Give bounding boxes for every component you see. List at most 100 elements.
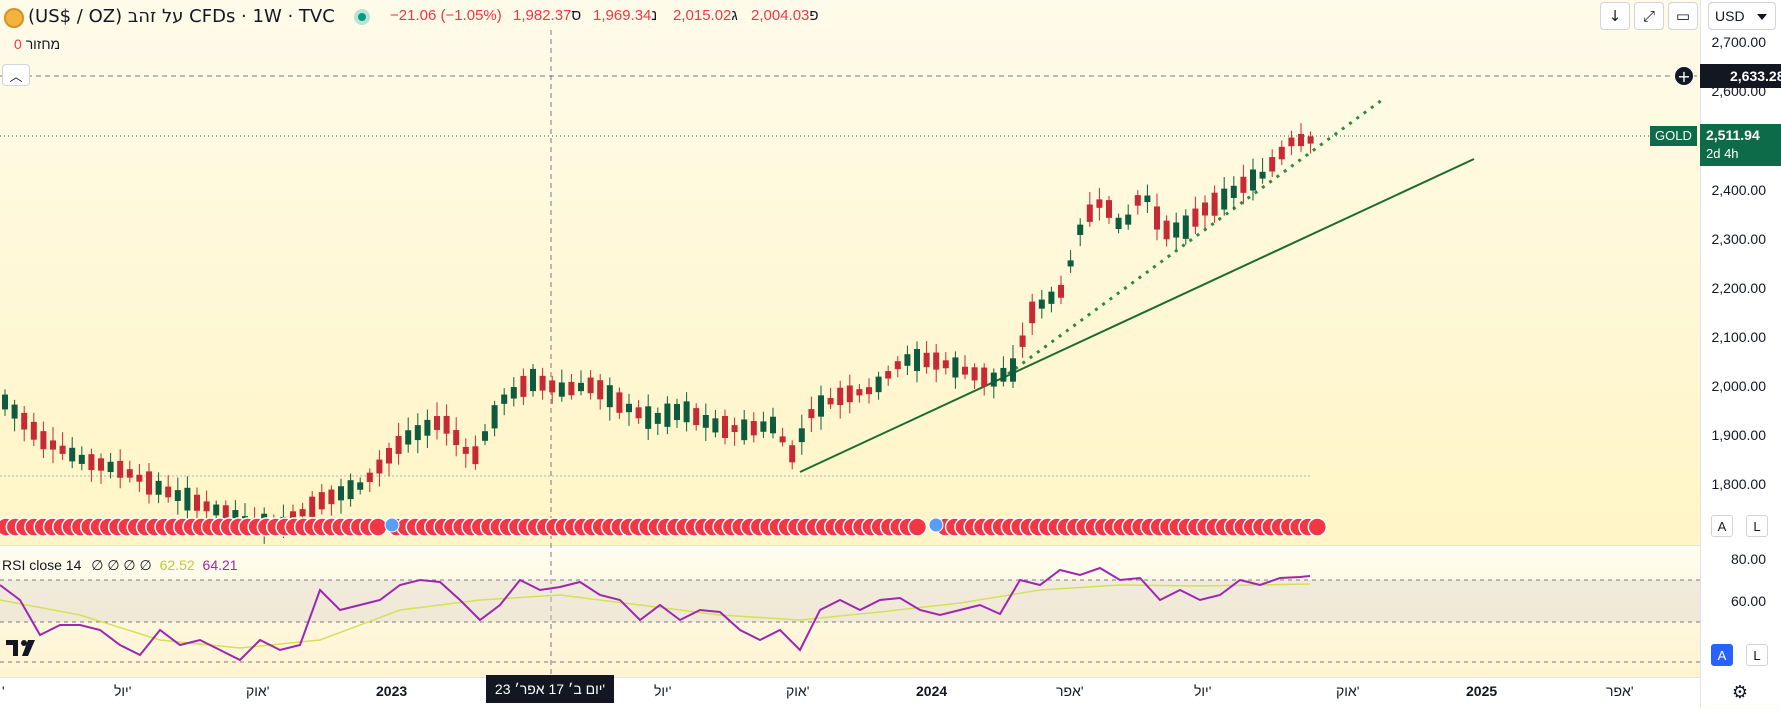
high-value: 2,015.02ג	[673, 7, 738, 24]
candle-body	[933, 352, 940, 370]
candle-body	[846, 385, 853, 403]
currency-select[interactable]: USD	[1708, 2, 1776, 30]
candle-body	[203, 501, 210, 512]
candle-body	[962, 366, 968, 375]
collapse-legend-button[interactable]: ︿	[2, 64, 30, 86]
time-label: 2023	[376, 683, 408, 699]
chart-settings-icon[interactable]: ⚙	[1731, 682, 1749, 703]
time-axis[interactable]	[0, 677, 1700, 709]
candle-body	[146, 471, 152, 495]
candle-body	[328, 489, 335, 505]
candle-body	[376, 459, 383, 474]
event-markers	[0, 517, 1328, 537]
time-label: 2025	[1466, 683, 1498, 699]
expand-icon: ⤢	[1642, 7, 1655, 25]
candle-body	[914, 348, 920, 372]
time-label: אוק'	[1336, 683, 1360, 699]
candle-body	[1154, 206, 1160, 230]
candle-body	[597, 380, 604, 400]
price-label: 2,000.00	[1711, 378, 1767, 394]
market-status-icon[interactable]	[354, 9, 370, 25]
candle-body	[338, 486, 344, 501]
candle-body	[981, 367, 988, 387]
candle-body	[510, 387, 517, 399]
candle-body	[568, 381, 575, 396]
time-label: אפר'	[1606, 683, 1634, 699]
candle-body	[789, 445, 796, 463]
candle-body	[117, 460, 124, 478]
open-value: 2,004.03פ	[751, 7, 819, 24]
candle-body	[606, 385, 613, 408]
symbol-title[interactable]: (US$ / OZ) על זהב CFDs · 1W · TVC	[28, 6, 335, 27]
event-marker-icon	[1307, 517, 1328, 537]
alert-price-label[interactable]: 2,633.28	[1700, 64, 1781, 88]
candle-body	[50, 440, 56, 450]
candle-body	[1182, 215, 1189, 239]
candle-body	[174, 490, 181, 501]
main-chart-pane[interactable]	[0, 0, 1700, 545]
event-marker-icon	[907, 517, 928, 537]
add-alert-icon[interactable]: +	[1674, 66, 1694, 86]
candle-body	[530, 368, 536, 392]
candle-body	[482, 431, 488, 441]
candle-body	[1115, 217, 1122, 230]
candle-body	[386, 447, 392, 464]
candle-body	[635, 407, 642, 419]
screenshot-button[interactable]: ▭	[1668, 2, 1698, 30]
candle-body	[414, 425, 421, 441]
candle-body	[69, 447, 76, 462]
tradingview-logo-icon[interactable]	[6, 636, 46, 660]
log-scale-button[interactable]: L	[1746, 515, 1768, 537]
price-axis[interactable]	[1700, 0, 1781, 708]
candle-body	[808, 409, 815, 419]
rsi-log-scale-button[interactable]: L	[1746, 644, 1768, 666]
candle-body	[885, 371, 892, 379]
candle-body	[558, 382, 565, 397]
candle-body	[1250, 169, 1256, 191]
candle-body	[453, 430, 460, 446]
candle-body	[664, 403, 671, 427]
candle-body	[1038, 299, 1045, 309]
candle-body	[136, 474, 143, 482]
candle-body	[1125, 214, 1132, 225]
candle-body	[626, 403, 632, 413]
candle-body	[309, 496, 316, 517]
auto-scale-button[interactable]: A	[1711, 515, 1733, 537]
candle-body	[357, 482, 364, 490]
time-label: אוק'	[786, 683, 810, 699]
scroll-down-button[interactable]: ↓	[1600, 2, 1630, 30]
gold-symbol-icon[interactable]	[4, 8, 24, 28]
candle-body	[1288, 137, 1295, 147]
rsi-pane[interactable]	[0, 546, 1700, 677]
rsi-legend[interactable]: RSI close 14 ∅ ∅ ∅ ∅ 62.52 64.21	[2, 557, 238, 573]
candle-body	[88, 454, 95, 471]
candlestick-series	[2, 123, 1314, 544]
candle-body	[2, 394, 8, 410]
candle-body	[1192, 208, 1199, 227]
candle-body	[1096, 199, 1103, 208]
candle-body	[693, 408, 700, 426]
candle-body	[779, 436, 786, 443]
volume-legend: מחזור 0	[14, 36, 61, 52]
candle-body	[1211, 192, 1218, 216]
candle-body	[434, 416, 440, 430]
candle-body	[424, 419, 431, 436]
candle-body	[1278, 146, 1285, 160]
candle-body	[1000, 367, 1007, 382]
candle-body	[395, 435, 402, 454]
candle-body	[213, 504, 220, 516]
candle-body	[750, 421, 757, 436]
candle-body	[875, 376, 882, 393]
fullscreen-button[interactable]: ⤢	[1634, 2, 1664, 30]
candle-body	[722, 416, 728, 438]
candle-body	[520, 375, 527, 397]
pane-separator[interactable]	[0, 545, 1781, 546]
close-value: 1,982.37ס	[513, 7, 582, 24]
candle-body	[1173, 222, 1180, 238]
candle-body	[299, 509, 306, 517]
rsi-auto-scale-button[interactable]: A	[1711, 644, 1733, 666]
change-value: −21.06 (−1.05%)	[390, 7, 502, 24]
candle-body	[712, 418, 719, 433]
candle-body	[923, 352, 930, 368]
candle-body	[702, 415, 709, 428]
